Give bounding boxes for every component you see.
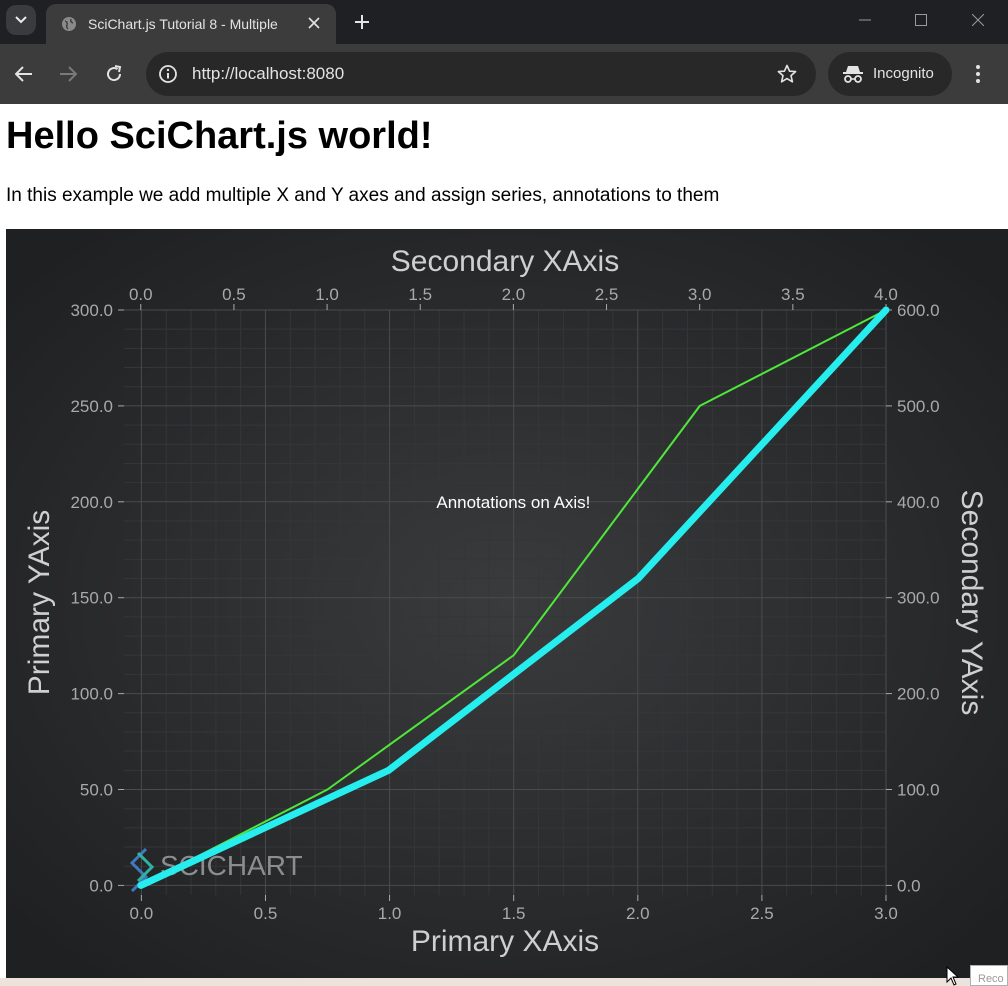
- series-line-1: [140, 309, 887, 887]
- browser-toolbar: http://localhost:8080 Incognito: [0, 44, 1008, 104]
- new-tab-button[interactable]: [350, 10, 374, 34]
- taskbar-strip: [0, 978, 1008, 986]
- x-primary-tick-label: 1.0: [378, 904, 402, 923]
- y-primary-tick-label: 100.0: [70, 685, 113, 704]
- back-button[interactable]: [10, 60, 38, 88]
- y-secondary-tick-label: 0.0: [897, 876, 921, 895]
- y-primary-tick-label: 0.0: [89, 876, 113, 895]
- x-primary-tick-label: 0.0: [130, 904, 154, 923]
- y-secondary-tick-label: 600.0: [897, 301, 940, 320]
- globe-icon: [60, 15, 78, 33]
- close-tab-icon[interactable]: [306, 15, 322, 31]
- x-primary-tick-label: 0.5: [254, 904, 278, 923]
- more-vertical-icon: [976, 65, 980, 83]
- x-primary-tick-label: 1.5: [502, 904, 526, 923]
- site-info-icon[interactable]: [156, 62, 180, 86]
- browser-menu-button[interactable]: [966, 60, 990, 88]
- scichart-svg[interactable]: 0.0 0.5 1.0 1.5 2.0 2.5 3.0 Primary XAxis 0.0 0.5…: [6, 229, 1008, 978]
- chart-surface[interactable]: 0.0 0.5 1.0 1.5 2.0 2.5 3.0 Primary XAxis 0.0 0.5…: [6, 229, 1008, 978]
- maximize-button[interactable]: [906, 8, 936, 32]
- x-primary-tick-label: 2.5: [750, 904, 774, 923]
- y-secondary-axis-title: Secondary YAxis: [955, 490, 988, 716]
- close-window-button[interactable]: [963, 8, 993, 32]
- x-secondary-tick-label: 0.0: [129, 285, 153, 304]
- y-primary-tick-label: 150.0: [70, 589, 113, 608]
- plus-icon: [355, 15, 369, 29]
- tab-title: SciChart.js Tutorial 8 - Multiple: [88, 16, 278, 32]
- annotation-layer: Annotations on Axis!: [436, 493, 590, 512]
- reload-button[interactable]: [100, 60, 128, 88]
- minimize-button[interactable]: [850, 8, 880, 32]
- x-secondary-tick-label: 2.0: [502, 285, 526, 304]
- browser-tab[interactable]: SciChart.js Tutorial 8 - Multiple: [46, 4, 336, 44]
- x-primary-tick-label: 3.0: [874, 904, 898, 923]
- incognito-icon: [843, 66, 863, 83]
- url-text[interactable]: http://localhost:8080: [192, 64, 345, 83]
- x-primary-axis-title: Primary XAxis: [411, 925, 599, 958]
- y-secondary-tick-label: 500.0: [897, 397, 940, 416]
- y-secondary-tick-label: 100.0: [897, 781, 940, 800]
- address-bar[interactable]: http://localhost:8080: [146, 52, 816, 96]
- x-secondary-tick-label: 3.5: [781, 285, 805, 304]
- maximize-icon: [915, 14, 927, 26]
- x-secondary-tick-label: 3.0: [688, 285, 712, 304]
- chevron-down-icon: [15, 16, 27, 24]
- y-secondary-tick-label: 400.0: [897, 493, 940, 512]
- incognito-indicator[interactable]: Incognito: [828, 52, 952, 96]
- tab-bar: SciChart.js Tutorial 8 - Multiple: [0, 0, 1008, 44]
- page-title: Hello SciChart.js world!: [6, 115, 433, 157]
- series-line-2: [137, 306, 890, 889]
- bookmark-star-icon[interactable]: [776, 63, 798, 85]
- x-secondary-axis-title: Secondary XAxis: [391, 245, 619, 278]
- incognito-label: Incognito: [873, 65, 934, 82]
- axes: 0.0 0.5 1.0 1.5 2.0 2.5 3.0 Primary XAxis 0.0 0.5…: [23, 245, 988, 958]
- y-primary-tick-label: 300.0: [70, 301, 113, 320]
- page-description: In this example we add multiple X and Y …: [6, 185, 720, 206]
- reload-icon: [107, 65, 122, 82]
- mouse-cursor-icon: [946, 966, 960, 986]
- x-primary-tick-label: 2.0: [626, 904, 650, 923]
- y-primary-tick-label: 200.0: [70, 493, 113, 512]
- annotation-text: Annotations on Axis!: [436, 493, 590, 512]
- x-secondary-tick-label: 1.0: [315, 285, 339, 304]
- y-secondary-tick-label: 200.0: [897, 685, 940, 704]
- x-secondary-tick-label: 0.5: [222, 285, 246, 304]
- x-secondary-tick-label: 2.5: [595, 285, 619, 304]
- forward-button[interactable]: [54, 60, 82, 88]
- grid-lines: [124, 309, 887, 895]
- y-primary-tick-label: 250.0: [70, 397, 113, 416]
- tab-search-button[interactable]: [6, 5, 36, 35]
- y-primary-axis-title: Primary YAxis: [23, 510, 56, 696]
- minimize-icon: [859, 19, 871, 21]
- x-secondary-tick-label: 4.0: [874, 285, 898, 304]
- y-primary-tick-label: 50.0: [80, 781, 113, 800]
- y-secondary-tick-label: 300.0: [897, 589, 940, 608]
- corner-button[interactable]: Reco: [970, 965, 1008, 986]
- arrow-right-icon: [60, 66, 77, 82]
- series-layer: [137, 306, 890, 889]
- x-secondary-tick-label: 1.5: [408, 285, 432, 304]
- close-icon: [972, 14, 984, 26]
- arrow-left-icon: [15, 66, 32, 82]
